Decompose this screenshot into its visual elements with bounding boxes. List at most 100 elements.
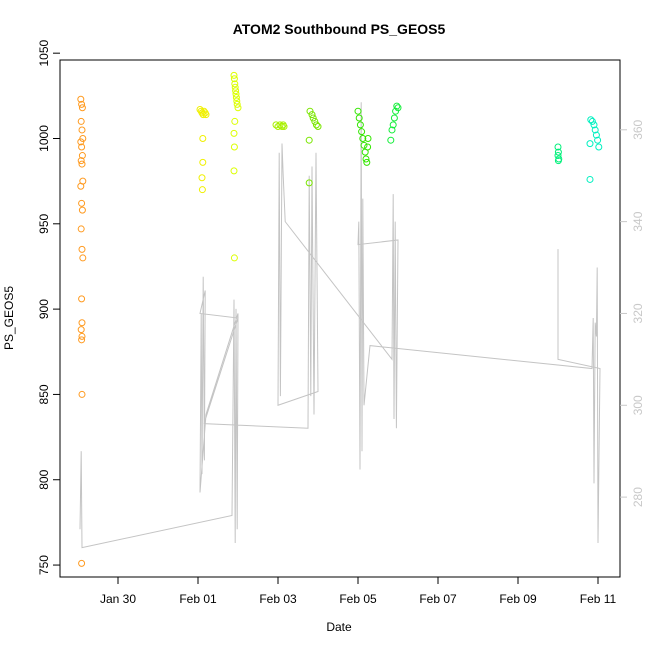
x-axis-label: Date xyxy=(326,620,352,634)
y-tick-label: 950 xyxy=(37,213,51,233)
point xyxy=(586,140,594,148)
point xyxy=(230,71,238,79)
y2-tick-label: 320 xyxy=(631,303,645,323)
point xyxy=(202,111,210,119)
point xyxy=(79,134,87,142)
point xyxy=(587,116,595,124)
point xyxy=(360,141,368,149)
point xyxy=(77,225,85,233)
point xyxy=(305,179,313,187)
point xyxy=(311,117,319,125)
point xyxy=(594,136,602,144)
point xyxy=(231,83,239,91)
x-tick-label: Feb 07 xyxy=(419,592,457,606)
y-tick-label: 900 xyxy=(37,299,51,319)
point xyxy=(230,75,238,83)
point xyxy=(278,123,286,131)
point xyxy=(233,100,241,108)
point xyxy=(231,117,239,125)
point xyxy=(78,336,86,344)
point xyxy=(78,152,86,160)
point xyxy=(387,136,395,144)
point xyxy=(314,123,322,131)
y-tick-label: 1000 xyxy=(37,125,51,152)
point xyxy=(276,121,284,129)
plot-frame xyxy=(59,59,621,578)
point xyxy=(78,206,86,214)
point xyxy=(554,157,562,165)
point xyxy=(363,158,371,166)
point xyxy=(554,143,562,151)
point xyxy=(393,102,401,110)
point xyxy=(234,104,242,112)
y2-tick-label: 280 xyxy=(631,487,645,507)
point xyxy=(199,158,207,166)
y2-tick-label: 300 xyxy=(631,395,645,415)
point xyxy=(554,152,562,160)
point xyxy=(591,126,599,134)
point xyxy=(586,175,594,183)
point xyxy=(230,254,238,262)
point xyxy=(362,155,370,163)
point xyxy=(78,390,86,398)
point xyxy=(595,143,603,151)
y-tick-label: 750 xyxy=(37,555,51,575)
point xyxy=(78,332,86,340)
point xyxy=(308,111,316,119)
point xyxy=(554,148,562,156)
point xyxy=(588,117,596,125)
y-tick-label: 850 xyxy=(37,384,51,404)
point xyxy=(78,126,86,134)
point xyxy=(305,136,313,144)
point xyxy=(592,131,600,139)
y-axis-label: PS_GEOS5 xyxy=(2,286,16,350)
point xyxy=(355,114,363,122)
point xyxy=(78,160,86,168)
point xyxy=(394,104,402,112)
x-tick-label: Feb 11 xyxy=(580,592,617,606)
x-tick-label: Feb 01 xyxy=(179,592,217,606)
point xyxy=(280,123,288,131)
point xyxy=(590,121,598,129)
point xyxy=(359,134,367,142)
point xyxy=(390,114,398,122)
y2-tick-label: 340 xyxy=(631,211,645,231)
point xyxy=(232,87,240,95)
point xyxy=(388,126,396,134)
point xyxy=(77,138,85,146)
point xyxy=(230,143,238,151)
x-tick-label: Feb 03 xyxy=(259,592,297,606)
point xyxy=(364,143,372,151)
point xyxy=(230,167,238,175)
point xyxy=(199,134,207,142)
point xyxy=(78,143,86,151)
point xyxy=(389,121,397,129)
y2-tick-label: 360 xyxy=(631,119,645,139)
point xyxy=(199,111,207,119)
point xyxy=(78,559,86,567)
point xyxy=(77,117,85,125)
point xyxy=(306,107,314,115)
x-tick-label: Jan 30 xyxy=(100,592,136,606)
point xyxy=(354,107,362,115)
point xyxy=(309,114,317,122)
chart-title: ATOM2 Southbound PS_GEOS5 xyxy=(233,21,446,37)
point xyxy=(198,109,206,117)
point xyxy=(233,97,241,105)
line-series xyxy=(79,102,601,549)
point xyxy=(364,134,372,142)
point xyxy=(198,186,206,194)
x-tick-label: Feb 09 xyxy=(499,592,537,606)
point xyxy=(77,157,85,165)
point xyxy=(231,80,239,88)
point xyxy=(312,121,320,129)
point xyxy=(200,107,208,115)
point xyxy=(196,105,204,113)
point xyxy=(78,245,86,253)
point xyxy=(77,326,85,334)
point xyxy=(77,95,85,103)
y-tick-label: 1050 xyxy=(37,40,51,67)
point xyxy=(78,104,86,112)
point xyxy=(78,199,86,207)
